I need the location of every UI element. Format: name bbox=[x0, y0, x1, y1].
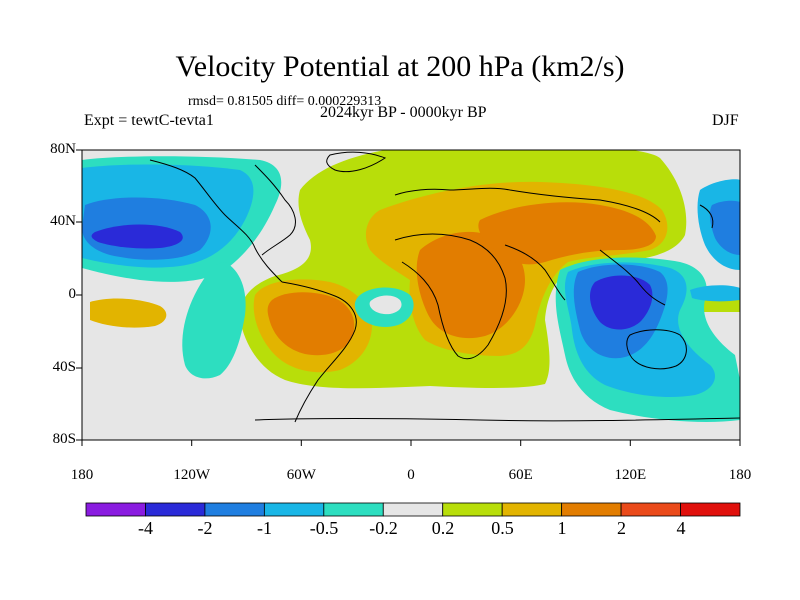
neutral-ring-center bbox=[369, 295, 402, 315]
positive-strong-sa bbox=[267, 292, 355, 356]
y-tick-label: 0 bbox=[68, 286, 77, 302]
colorbar-box bbox=[442, 502, 503, 517]
negative-weak-wpac bbox=[690, 285, 740, 302]
axis-ticks bbox=[76, 149, 741, 446]
x-tick-label: 120W bbox=[173, 467, 211, 483]
x-tick-label: 120E bbox=[614, 467, 647, 483]
y-tick-label: 40S bbox=[52, 359, 76, 375]
colorbar-label: -4 bbox=[138, 518, 153, 538]
colorbar-box bbox=[501, 502, 563, 517]
y-tick-label: 80N bbox=[50, 141, 76, 157]
colorbar bbox=[85, 502, 741, 517]
experiment-label: Expt = tewtC-tevta1 bbox=[84, 112, 214, 129]
positive-strong-asia bbox=[478, 202, 656, 265]
y-tick-label: 80S bbox=[52, 431, 76, 447]
colorbar-box bbox=[263, 502, 325, 517]
colorbar-box bbox=[85, 502, 146, 517]
colorbar-label: 0.2 bbox=[431, 518, 455, 538]
x-tick-label: 60E bbox=[508, 467, 533, 483]
colorbar-label: 4 bbox=[676, 518, 686, 538]
colorbar-label: 0.5 bbox=[491, 518, 514, 538]
x-tick-label: 180 bbox=[728, 467, 752, 483]
x-tick-label: 60W bbox=[286, 467, 316, 483]
x-tick-label: 0 bbox=[407, 467, 415, 483]
coastlines bbox=[149, 151, 740, 423]
colorbar-box bbox=[680, 502, 741, 517]
colorbar-label: -0.2 bbox=[369, 518, 398, 538]
colorbar-box bbox=[323, 502, 384, 517]
colorbar-label: 1 bbox=[557, 518, 567, 538]
positive-medium-pacific bbox=[90, 298, 167, 328]
colorbar-label: -2 bbox=[197, 518, 213, 538]
colorbar-box bbox=[145, 502, 206, 517]
negative-strong-npac bbox=[91, 224, 183, 249]
colorbar-label: 2 bbox=[617, 518, 626, 538]
colorbar-label: -1 bbox=[257, 518, 272, 538]
colorbar-box bbox=[561, 502, 622, 517]
negative-weak-epac bbox=[182, 262, 246, 379]
stats-line: rmsd= 0.81505 diff= 0.000229313 bbox=[188, 94, 382, 109]
colorbar-box bbox=[204, 502, 265, 517]
period-subtitle: 2024kyr BP - 0000kyr BP bbox=[320, 104, 487, 121]
map-plot-area bbox=[82, 150, 740, 440]
colorbar-label: -0.5 bbox=[309, 518, 339, 538]
colorbar-box bbox=[382, 502, 444, 517]
map-title: Velocity Potential at 200 hPa (km2/s) bbox=[175, 50, 625, 83]
season-label: DJF bbox=[712, 112, 739, 129]
negative-medium-fareast bbox=[709, 200, 740, 255]
positive-strong-africa bbox=[416, 231, 525, 339]
y-tick-label: 40N bbox=[50, 213, 76, 229]
negative-strong-indopac bbox=[589, 275, 653, 330]
x-tick-label: 180 bbox=[70, 467, 94, 483]
colorbar-box bbox=[620, 502, 681, 517]
